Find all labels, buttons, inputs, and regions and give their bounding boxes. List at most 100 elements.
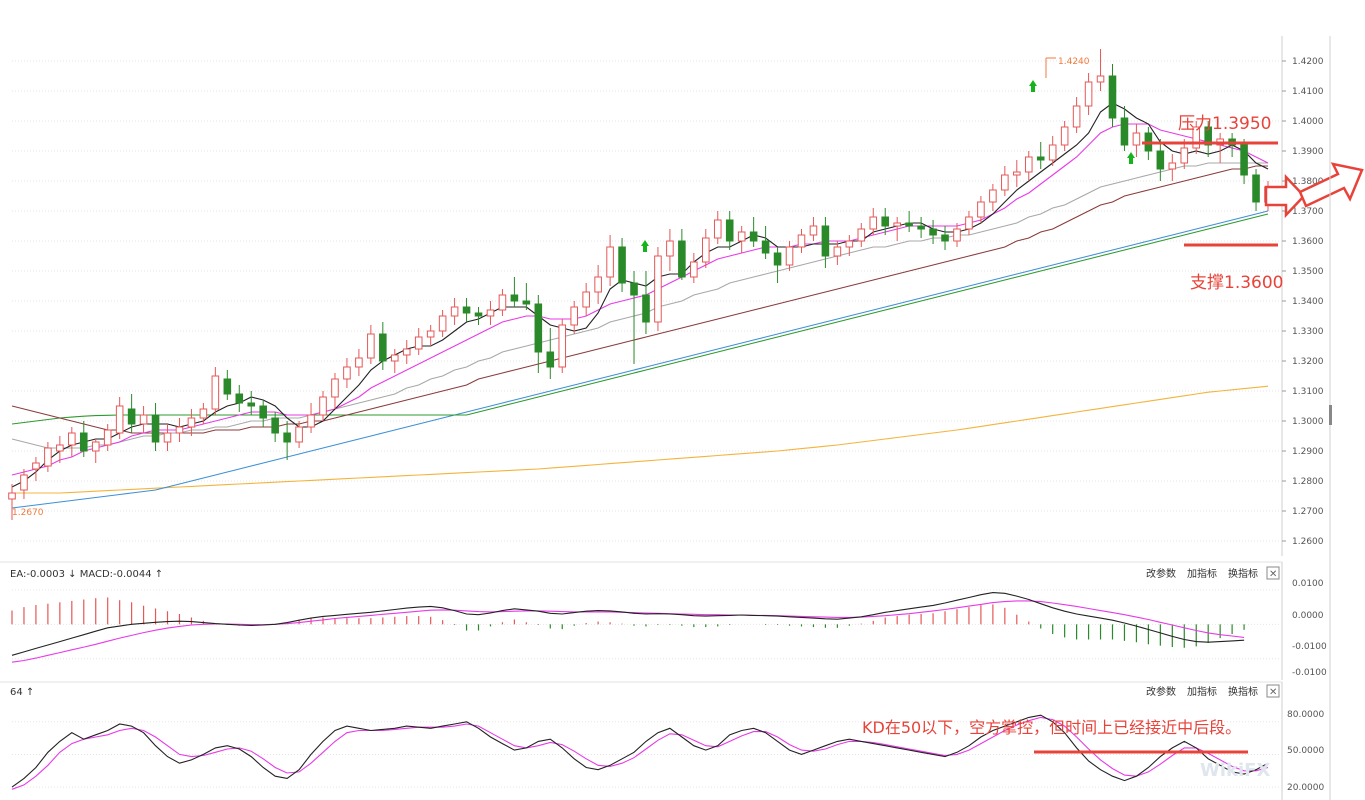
switch-indicator-button[interactable]: 换指标 bbox=[1228, 567, 1258, 580]
candle-body bbox=[8, 492, 16, 500]
kd-panel: 64 ↑ 改参数 加指标 换指标 ✕ 80.0000 50.0000 20.00… bbox=[0, 681, 1324, 800]
candle bbox=[1168, 154, 1177, 181]
candle-body bbox=[917, 225, 925, 230]
candle-body bbox=[929, 228, 937, 236]
macd-axis-label: -0.0100 bbox=[1292, 668, 1327, 678]
close-button[interactable] bbox=[1266, 684, 1280, 698]
candle bbox=[1024, 151, 1033, 181]
candle-body bbox=[785, 246, 794, 266]
close-icon: ✕ bbox=[1269, 687, 1277, 698]
add-indicator-button[interactable]: 加指标 bbox=[1187, 685, 1217, 698]
candle bbox=[402, 340, 411, 364]
candle-body bbox=[367, 333, 375, 359]
candle bbox=[450, 298, 459, 325]
candle-body bbox=[809, 225, 818, 236]
candle-body bbox=[68, 432, 76, 446]
candle-body bbox=[151, 414, 160, 443]
candle bbox=[474, 307, 483, 325]
candle bbox=[977, 196, 985, 223]
candle-body bbox=[953, 228, 961, 242]
candle bbox=[498, 289, 507, 316]
candle-body bbox=[355, 357, 363, 368]
candle-body bbox=[414, 336, 423, 350]
candle bbox=[1132, 124, 1141, 157]
kd-buttons: 改参数 加指标 换指标 ✕ bbox=[1146, 684, 1280, 698]
price-axis-label: 1.2600 bbox=[1292, 537, 1324, 547]
candle bbox=[1048, 136, 1057, 166]
candle-body bbox=[438, 315, 447, 332]
candle bbox=[20, 469, 28, 499]
candle-body bbox=[1013, 171, 1021, 176]
candle bbox=[151, 403, 160, 451]
switch-indicator-button[interactable]: 换指标 bbox=[1228, 685, 1258, 698]
candle-body bbox=[558, 324, 567, 368]
candle bbox=[8, 484, 16, 520]
candle bbox=[546, 328, 555, 379]
candle bbox=[1156, 139, 1165, 181]
candle-body bbox=[510, 294, 519, 302]
candle-body bbox=[187, 417, 196, 428]
candle-body bbox=[630, 282, 638, 296]
scrollbar-thumb[interactable] bbox=[1329, 405, 1332, 425]
candle-body bbox=[702, 237, 710, 263]
kd-gridlines bbox=[12, 721, 1280, 788]
change-params-button[interactable]: 改参数 bbox=[1146, 567, 1176, 580]
candle-body bbox=[1096, 75, 1105, 83]
candle bbox=[1084, 73, 1093, 115]
candle bbox=[259, 400, 267, 427]
macd-axis-label: -0.0100 bbox=[1292, 642, 1327, 652]
candle bbox=[426, 325, 435, 346]
price-axis-label: 1.4100 bbox=[1292, 87, 1324, 97]
candle-body bbox=[1108, 75, 1117, 119]
kd-lines bbox=[11, 714, 1269, 790]
up-arrow-icon bbox=[641, 240, 649, 252]
candle bbox=[1096, 49, 1105, 91]
candle-body bbox=[1048, 144, 1057, 161]
candle-body bbox=[331, 378, 339, 398]
candle-body bbox=[522, 300, 531, 305]
candle-body bbox=[20, 474, 28, 491]
candle bbox=[797, 229, 806, 253]
candle bbox=[989, 184, 997, 211]
candle bbox=[690, 253, 698, 283]
candle-body bbox=[139, 414, 148, 425]
kd-axis-label: 50.0000 bbox=[1287, 746, 1324, 756]
candle-body bbox=[1084, 81, 1093, 107]
candle-body bbox=[582, 291, 590, 308]
candle bbox=[773, 247, 782, 283]
candle-body bbox=[235, 393, 244, 404]
candle bbox=[929, 220, 937, 244]
candle bbox=[1120, 106, 1129, 151]
close-button[interactable] bbox=[1266, 566, 1280, 580]
candle-body bbox=[319, 396, 327, 416]
candle-body bbox=[594, 276, 602, 293]
candle-body bbox=[1180, 147, 1189, 164]
candle bbox=[139, 406, 148, 433]
candle-body bbox=[91, 441, 100, 452]
ma5-line bbox=[11, 102, 1269, 488]
candle-body bbox=[713, 219, 722, 239]
candle bbox=[187, 409, 196, 436]
candle bbox=[809, 217, 818, 241]
candle bbox=[642, 271, 650, 334]
candle-body bbox=[1192, 126, 1201, 149]
price-axis-label: 1.3100 bbox=[1292, 387, 1324, 397]
candle bbox=[833, 241, 842, 265]
ma20-line bbox=[11, 162, 1268, 449]
candle-body bbox=[642, 294, 650, 323]
candle bbox=[713, 211, 722, 244]
candle bbox=[941, 226, 949, 250]
price-axis-label: 1.3200 bbox=[1292, 357, 1324, 367]
candle-body bbox=[199, 408, 208, 419]
price-axis-label: 1.3800 bbox=[1292, 177, 1324, 187]
ma60-line bbox=[11, 213, 1269, 425]
candle bbox=[319, 391, 327, 421]
price-axis-label: 1.2700 bbox=[1292, 507, 1324, 517]
moving-average-lines bbox=[11, 102, 1269, 509]
add-indicator-button[interactable]: 加指标 bbox=[1187, 567, 1217, 580]
candle-body bbox=[1252, 174, 1260, 203]
change-params-button[interactable]: 改参数 bbox=[1146, 685, 1176, 698]
candle bbox=[175, 418, 184, 442]
macd-axis-label: 0.0100 bbox=[1292, 579, 1324, 589]
low-price-label: 1.2670 bbox=[12, 508, 44, 518]
